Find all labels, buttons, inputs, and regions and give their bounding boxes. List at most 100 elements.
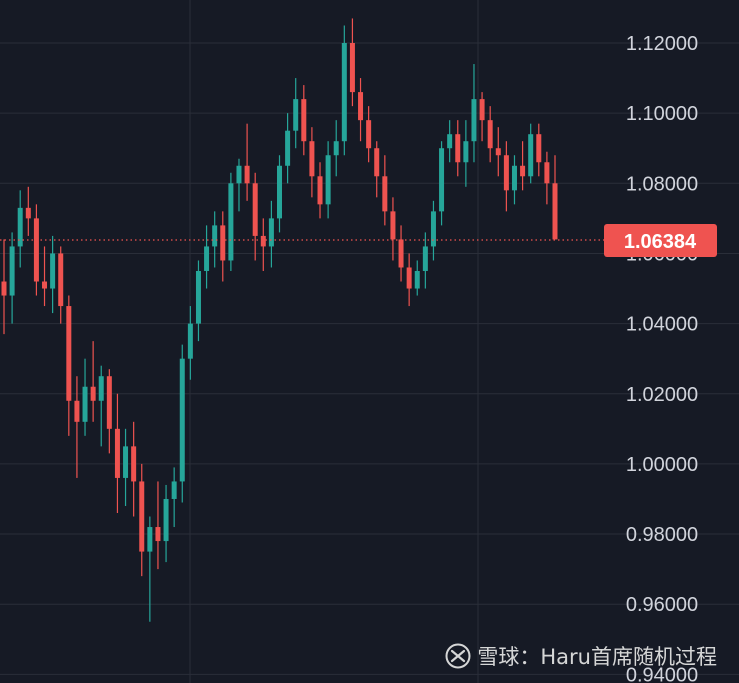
candle-body [17, 207, 23, 247]
candle-body [25, 207, 31, 219]
candle-body [309, 141, 315, 177]
candle [439, 141, 445, 226]
candle-body [139, 481, 145, 552]
candle [455, 120, 461, 177]
candle-body [406, 267, 412, 289]
candle [520, 141, 526, 191]
candle [495, 127, 501, 177]
candle-body [179, 358, 185, 482]
candle-body [536, 134, 542, 163]
candle [528, 123, 534, 184]
candle-body [552, 183, 558, 240]
candle [163, 484, 169, 563]
candle [106, 369, 112, 454]
candle-body [528, 134, 534, 177]
candle [285, 113, 291, 184]
candle-body [333, 141, 339, 156]
candle [220, 211, 226, 282]
candle-body [358, 92, 364, 121]
last-price-value: 1.06384 [624, 231, 697, 253]
candle-body [50, 253, 56, 289]
candle-body [236, 165, 242, 184]
candle [25, 186, 31, 236]
candle [252, 172, 258, 261]
candle-body [325, 155, 331, 205]
candle [131, 421, 137, 517]
y-tick-label: 1.02000 [626, 384, 698, 406]
candle-body [544, 162, 550, 184]
candle-body [439, 148, 445, 212]
candle [58, 246, 64, 324]
candle-body [155, 527, 161, 542]
candle [236, 158, 242, 212]
candle-body [66, 306, 72, 401]
candle [479, 92, 485, 142]
candle [366, 106, 372, 163]
candle [268, 200, 274, 268]
candle-body [390, 211, 396, 240]
candle [325, 141, 331, 219]
candle [42, 246, 48, 307]
candle [212, 211, 218, 268]
candle [422, 232, 428, 289]
candle [382, 155, 388, 226]
candle [406, 253, 412, 307]
candle-body [195, 270, 201, 324]
candle-body [114, 428, 120, 478]
candle-body [147, 527, 153, 552]
candle [147, 516, 153, 622]
candle-body [366, 120, 372, 149]
y-tick-label: 1.08000 [626, 173, 698, 195]
candle [114, 393, 120, 514]
candle-body [131, 446, 137, 482]
candle-body [74, 400, 80, 422]
candle [155, 481, 161, 570]
candle-body [9, 246, 15, 296]
candle [333, 120, 339, 177]
candle-body [398, 239, 404, 268]
candle-body [293, 99, 299, 131]
candle [398, 225, 404, 282]
candle-body [212, 225, 218, 247]
candle [544, 151, 550, 205]
candle [447, 120, 453, 163]
candle [293, 78, 299, 149]
candle [195, 260, 201, 342]
candle-body [447, 134, 453, 149]
candle-body [341, 43, 347, 142]
candle-body [455, 134, 461, 163]
candle [82, 358, 88, 436]
y-tick-label: 0.96000 [626, 594, 698, 616]
candle-body [123, 446, 129, 478]
candle [511, 155, 517, 205]
candle-body [285, 130, 291, 166]
candle-body [479, 99, 485, 121]
candle [90, 341, 96, 422]
candle [74, 376, 80, 478]
candle-body [382, 176, 388, 212]
candle [471, 64, 477, 163]
candle [139, 463, 145, 577]
candle [341, 25, 347, 156]
y-axis: 1.120001.100001.080001.060001.040001.020… [626, 33, 698, 683]
candle [487, 106, 493, 163]
candle-body [471, 99, 477, 142]
candle-body [430, 211, 436, 247]
candle [390, 197, 396, 261]
candle-body [58, 253, 64, 307]
candle [463, 120, 469, 187]
candle [123, 428, 129, 506]
candle-body [317, 176, 323, 205]
candle-body [171, 481, 177, 499]
candle [187, 306, 193, 380]
candle-body [495, 148, 501, 156]
candle [301, 85, 307, 156]
candle [228, 172, 234, 271]
candle [552, 155, 558, 240]
candle-body [204, 246, 210, 271]
last-price-tag-bg [604, 224, 717, 257]
candle-body [349, 43, 355, 93]
candle [9, 232, 15, 324]
candle-body [1, 281, 7, 296]
